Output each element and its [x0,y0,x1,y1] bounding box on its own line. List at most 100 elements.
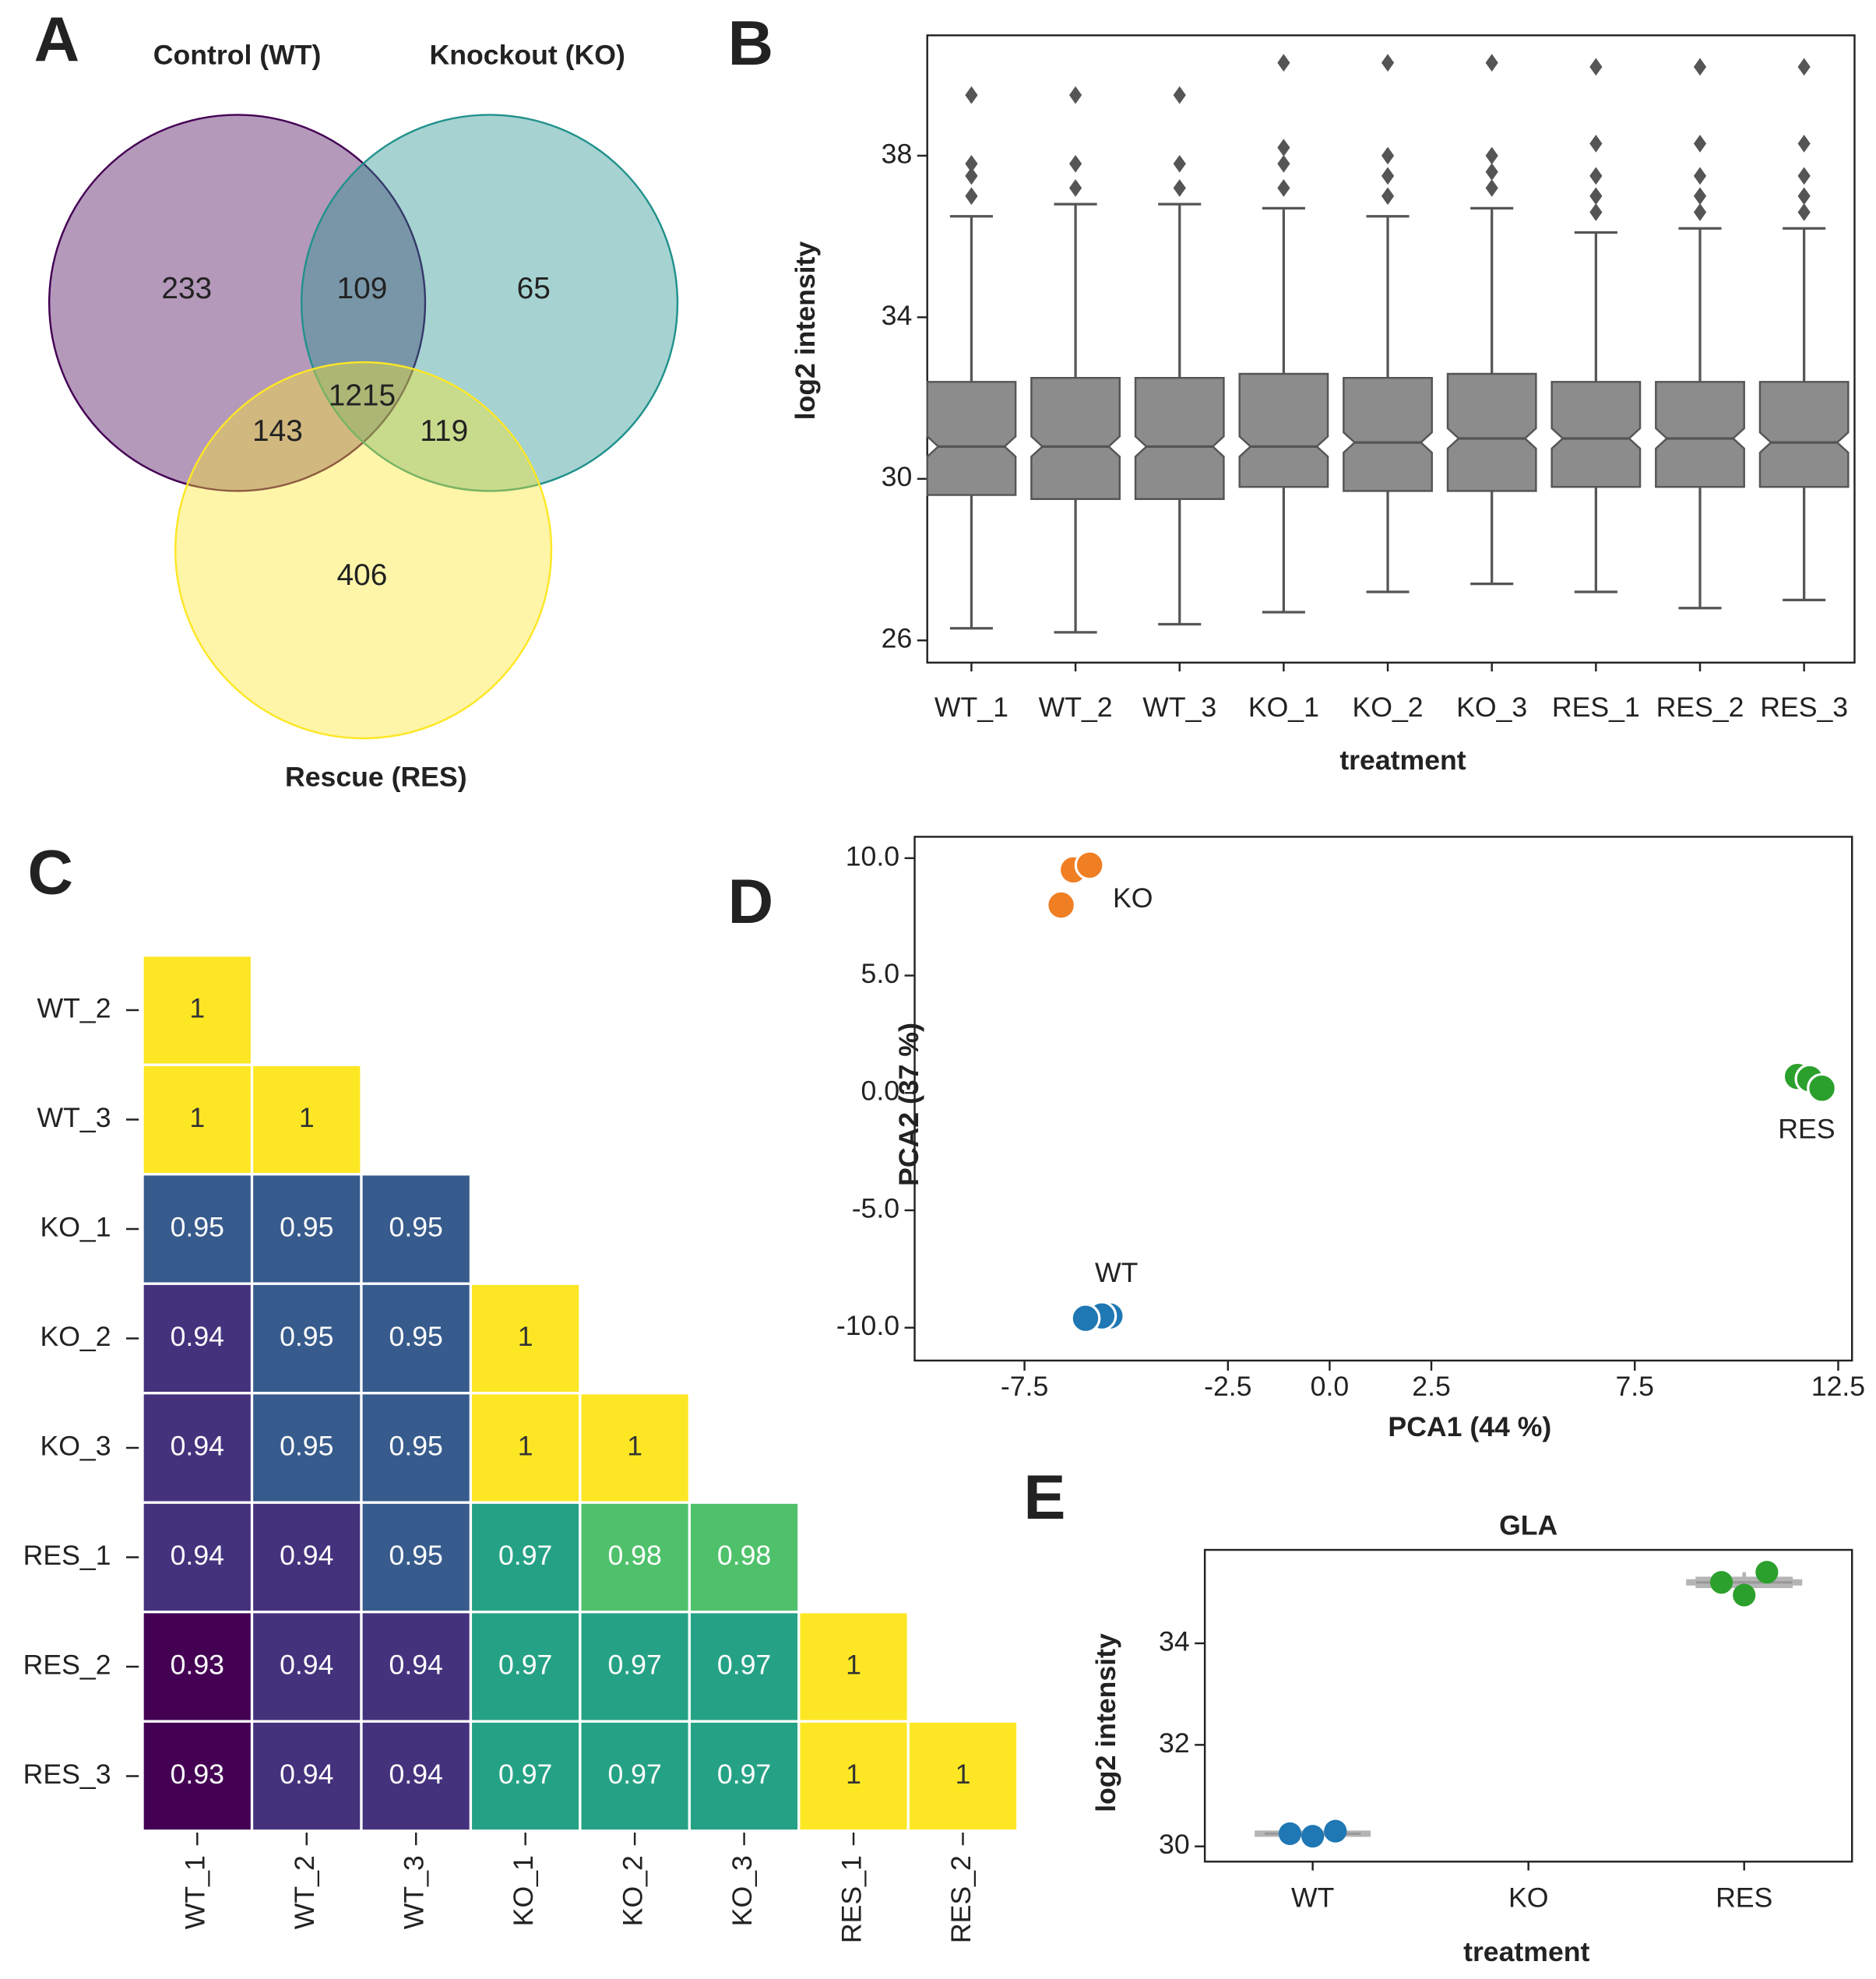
col-label: KO_2 [618,1855,649,1926]
point [1807,1072,1837,1104]
box [1758,381,1850,488]
outlier [1693,135,1707,153]
cell-label: 0.98 [717,1540,771,1571]
heatmap-cell [579,1392,691,1504]
outlier [1173,86,1186,104]
venn-circle [174,361,553,740]
outlier [1277,139,1290,157]
group-label: KO [1113,882,1153,914]
cell-label: 0.94 [389,1649,443,1680]
heatmap-cell [688,1501,801,1614]
panel-letter: E [1023,1463,1065,1533]
x-tick-label: 2.5 [1412,1371,1451,1402]
venn-count: 119 [420,414,468,448]
y-tick-label: 10.0 [846,840,899,872]
cell-label: 0.93 [171,1759,224,1790]
cell-label: 0.97 [717,1649,771,1680]
y-tick-label: 5.0 [861,958,900,989]
col-label: RES_2 [945,1855,977,1943]
cell-label: 0.95 [280,1430,333,1461]
panel-letter: B [728,9,773,79]
heatmap-cell [360,1611,473,1723]
cell-label: 0.95 [280,1211,333,1242]
box [1343,376,1433,492]
point [1074,850,1105,881]
box [1134,376,1225,500]
heatmap-cell [250,1173,363,1285]
row-label: RES_1 [23,1540,111,1571]
panel-letter: D [728,867,773,937]
cell-label: 1 [846,1759,861,1790]
heatmap-cell [797,1611,910,1723]
col-label: WT_3 [399,1855,430,1929]
row-label: WT_2 [37,992,111,1023]
heatmap-cell [579,1611,691,1723]
x-tick-label: WT_3 [1142,692,1216,723]
plot-frame [926,34,1856,664]
x-axis-label: treatment [1339,745,1466,776]
outlier [1589,187,1603,206]
cell-label: 0.98 [607,1540,661,1571]
col-label: KO_3 [727,1855,758,1926]
outlier [1068,154,1082,173]
outlier [1589,167,1603,185]
x-axis-label: treatment [1463,1936,1589,1967]
outlier [1797,187,1811,206]
x-tick-label: 12.5 [1811,1371,1865,1402]
y-tick-label: 26 [882,623,913,654]
outlier [1797,135,1811,153]
cell-label: 0.95 [280,1321,333,1352]
point [1278,1822,1302,1846]
x-tick-label: -7.5 [1001,1371,1048,1402]
outlier [1797,203,1811,221]
cell-label: 0.97 [498,1540,552,1571]
outlier [1589,135,1603,153]
y-axis-label: PCA2 (37 %) [893,1023,924,1186]
row-label: KO_3 [40,1430,111,1461]
panel-letter: C [28,838,73,908]
group-label: RES [1778,1113,1835,1144]
heatmap-cell [360,1392,473,1504]
outlier [1693,187,1707,206]
col-label: WT_2 [289,1855,320,1929]
set-name: Control (WT) [153,39,322,70]
point [1709,1571,1733,1594]
plot-title: GLA [1499,1509,1557,1541]
outlier [1485,179,1498,197]
group-label: WT [1095,1257,1138,1288]
cell-label: 0.94 [389,1759,443,1790]
cell-label: 0.95 [389,1321,443,1352]
x-tick-label: RES [1716,1882,1772,1913]
heatmap-cell [360,1173,473,1285]
outlier [1381,146,1395,165]
venn-count: 143 [252,414,303,448]
cell-label: 0.95 [171,1211,224,1242]
heatmap-cell [141,1611,254,1723]
point [1046,889,1077,921]
row-label: KO_2 [40,1321,111,1352]
outlier [1485,54,1498,72]
heatmap-cell [141,1282,254,1395]
venn-count: 406 [337,558,388,592]
box [1550,381,1642,488]
outlier [1068,86,1082,104]
x-tick-label: KO_3 [1456,692,1527,723]
col-label: KO_1 [508,1855,539,1926]
y-tick-label: -10.0 [836,1310,899,1341]
y-tick-label: 34 [882,300,913,331]
heatmap-cell [469,1720,582,1833]
y-tick-label: -5.0 [852,1192,899,1224]
box [1238,372,1329,488]
box [1030,376,1121,500]
set-name: Rescue (RES) [285,761,467,792]
outlier [1277,154,1290,173]
x-axis-label: PCA1 (44 %) [1388,1411,1551,1442]
row-label: RES_2 [23,1649,111,1680]
x-tick-label: 7.5 [1615,1371,1654,1402]
y-axis-label: log2 intensity [790,241,821,421]
heatmap-cell [250,1720,363,1833]
x-tick-label: WT_2 [1039,692,1113,723]
venn-circle [48,114,427,492]
cell-label: 0.95 [389,1430,443,1461]
cell-label: 1 [189,992,205,1023]
